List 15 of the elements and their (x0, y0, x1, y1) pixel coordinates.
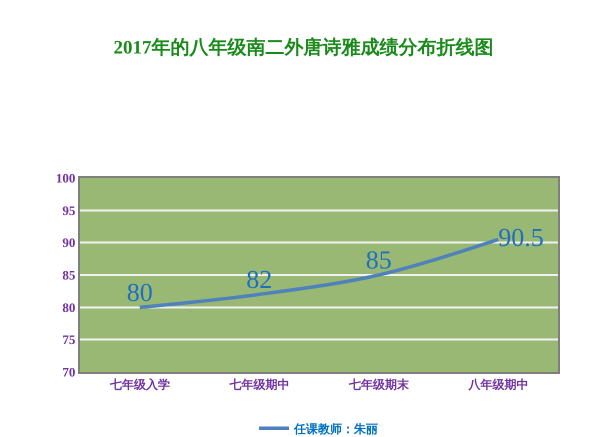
x-tick-label: 八年级期中 (467, 377, 528, 392)
x-tick-label: 七年级入学 (108, 377, 170, 392)
data-label: 85 (366, 246, 392, 274)
legend-label: 任课教师：朱丽 (293, 422, 378, 436)
y-tick-label: 95 (62, 202, 76, 218)
x-tick-label: 七年级期中 (228, 377, 290, 392)
y-tick-label: 70 (62, 364, 76, 380)
chart-title: 2017年的八年级南二外唐诗雅成绩分布折线图 (114, 36, 494, 59)
y-tick-label: 100 (56, 170, 76, 186)
x-tick-label: 七年级期末 (348, 377, 410, 392)
y-tick-label: 85 (62, 268, 76, 283)
data-label: 80 (126, 278, 153, 307)
y-tick-label: 80 (62, 300, 76, 315)
y-tick-label: 75 (62, 332, 76, 348)
y-tick-label: 90 (62, 235, 76, 250)
